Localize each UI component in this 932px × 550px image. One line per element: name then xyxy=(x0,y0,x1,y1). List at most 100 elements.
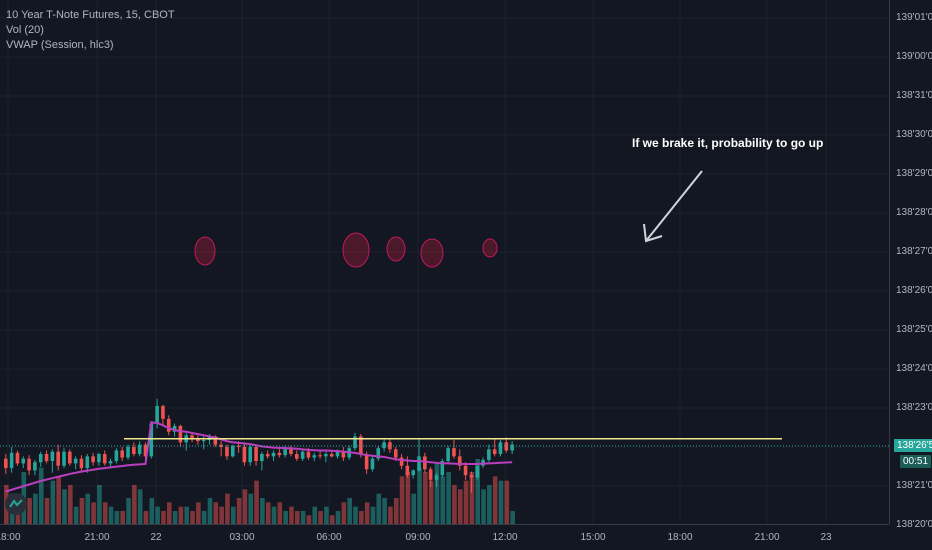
price-tick-label: 138'28'0 xyxy=(896,207,932,218)
volume-bar xyxy=(166,502,172,524)
volume-bar xyxy=(201,511,207,524)
volume-bar xyxy=(504,480,510,524)
legend-vwap[interactable]: VWAP (Session, hlc3) xyxy=(6,39,114,51)
volume-bar xyxy=(196,502,201,524)
volume-bar xyxy=(102,502,108,524)
candle-body xyxy=(248,446,253,463)
candle-body xyxy=(504,442,509,451)
tradingview-logo-icon[interactable] xyxy=(5,493,27,515)
volume-bar xyxy=(428,480,434,524)
volume-bar xyxy=(335,511,341,524)
time-tick-label: 23 xyxy=(820,532,832,543)
volume-bar xyxy=(393,498,399,524)
price-tick-label: 138'25'0 xyxy=(896,324,932,335)
candle-body xyxy=(62,451,66,466)
candle-body xyxy=(155,405,159,424)
chart-legend: 10 Year T-Note Futures, 15, CBOT Vol (20… xyxy=(6,8,175,53)
volume-bar xyxy=(446,472,451,524)
volume-bar xyxy=(306,515,312,524)
legend-volume[interactable]: Vol (20) xyxy=(6,24,44,36)
chart-pane[interactable]: 10 Year T-Note Futures, 15, CBOT Vol (20… xyxy=(0,0,889,524)
time-tick-label: 21:00 xyxy=(84,532,110,543)
volume-bar xyxy=(271,506,277,524)
volume-bar xyxy=(481,489,486,524)
volume-bar xyxy=(283,511,288,524)
volume-bar xyxy=(265,502,271,524)
volume-bar xyxy=(97,485,102,524)
volume-bar xyxy=(498,480,504,524)
volume-bar xyxy=(137,489,143,524)
time-axis[interactable]: 18:00 21:00 22 03:00 06:00 09:00 12:00 15:00 18:… xyxy=(0,524,889,550)
volume-bar xyxy=(50,480,56,524)
legend-symbol[interactable]: 10 Year T-Note Futures, 15, CBOT xyxy=(6,9,175,21)
volume-bar xyxy=(295,511,300,524)
volume-bar xyxy=(161,511,166,524)
candle-body xyxy=(463,465,468,476)
candle-body xyxy=(213,436,218,445)
volume-bar xyxy=(143,511,149,524)
candle-body xyxy=(306,451,311,458)
volume-bar xyxy=(475,459,481,524)
time-tick-label: 22 xyxy=(150,532,162,543)
candle-body xyxy=(399,457,404,466)
annotation-arrow-head xyxy=(643,223,663,243)
candle-body xyxy=(201,439,206,442)
price-tick-label: 139'01'0 xyxy=(896,12,932,23)
time-tick-label: 21:00 xyxy=(754,532,780,543)
candlestick-chart[interactable] xyxy=(0,0,889,524)
volume-bar xyxy=(126,498,131,524)
volume-bar xyxy=(329,515,335,524)
candle-body xyxy=(382,442,386,449)
volume-bar xyxy=(260,498,265,524)
volume-bar xyxy=(225,493,230,524)
price-axis[interactable]: 139'01'0 139'00'0 138'31'0 138'30'0 138'29'0… xyxy=(889,0,932,530)
volume-bar xyxy=(79,498,85,524)
time-tick-label: 06:00 xyxy=(316,532,342,543)
volume-bar xyxy=(56,476,61,524)
candle-body xyxy=(335,451,340,457)
candle-body xyxy=(341,451,346,458)
volume-bar xyxy=(277,502,283,524)
volume-bar xyxy=(399,476,405,524)
time-tick-label: 09:00 xyxy=(405,532,431,543)
candle-body xyxy=(457,456,462,466)
volume-bar xyxy=(452,485,457,524)
volume-bar xyxy=(347,498,352,524)
time-tick-label: 12:00 xyxy=(492,532,518,543)
volume-bar xyxy=(33,493,38,524)
volume-bar xyxy=(242,489,248,524)
annotation-text[interactable]: If we brake it, probability to go up xyxy=(632,136,824,150)
price-tick-label: 138'31'0 xyxy=(896,90,932,101)
candle-body xyxy=(33,462,37,471)
time-tick-label: 18:00 xyxy=(667,532,693,543)
candle-body xyxy=(376,448,381,459)
touch-highlight-circle xyxy=(386,236,406,262)
candle-body xyxy=(143,444,148,457)
candle-body xyxy=(236,445,241,447)
candle-body xyxy=(225,446,229,457)
candle-body xyxy=(79,458,84,469)
volume-bar xyxy=(207,498,213,524)
candle-body xyxy=(329,454,334,457)
candle-body xyxy=(393,449,398,458)
volume-bar xyxy=(230,506,236,524)
volume-bar xyxy=(248,493,254,524)
time-tick-label: 03:00 xyxy=(229,532,255,543)
candle-body xyxy=(102,454,107,464)
candle-body xyxy=(364,454,369,470)
volume-bar xyxy=(236,498,242,524)
candle-body xyxy=(44,454,49,462)
candle-body xyxy=(423,456,427,470)
candle-body xyxy=(97,454,101,463)
last-price-badge: 138'26'5 xyxy=(894,438,932,452)
candle-body xyxy=(277,452,282,456)
time-tick-label: 15:00 xyxy=(580,532,606,543)
candle-body xyxy=(73,458,78,464)
candle-body xyxy=(254,446,258,462)
volume-bar xyxy=(132,485,137,524)
volume-bar xyxy=(510,511,515,524)
price-tick-label: 138'24'0 xyxy=(896,363,932,374)
candle-body xyxy=(359,436,363,455)
volume-bar xyxy=(487,485,492,524)
volume-bar xyxy=(289,506,294,524)
